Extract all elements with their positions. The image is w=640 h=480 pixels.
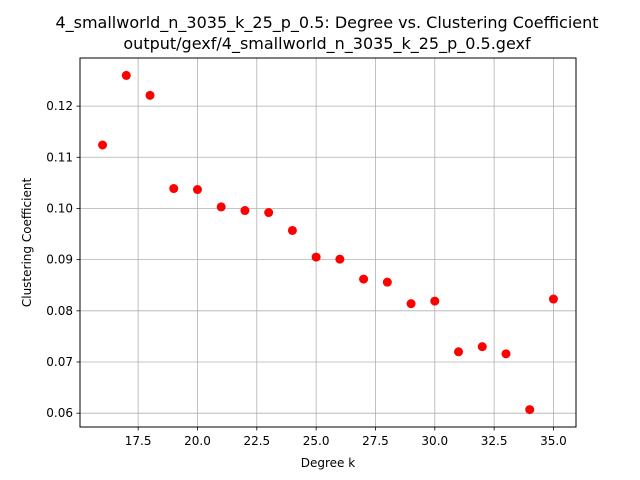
x-tick-label: 20.0 [184,434,211,448]
y-tick-label: 0.11 [46,150,73,164]
data-point [240,206,250,216]
data-point [335,254,345,264]
data-point [548,294,558,304]
y-axis-label: Clustering Coefficient [20,178,34,308]
y-tick-label: 0.12 [46,99,73,113]
y-tick-label: 0.08 [46,304,73,318]
chart-subtitle: output/gexf/4_smallworld_n_3035_k_25_p_0… [123,34,531,54]
plot-frame [79,57,577,428]
x-tick-label: 35.0 [540,434,567,448]
x-tick-label: 17.5 [125,434,152,448]
y-tick-label: 0.07 [46,355,73,369]
x-axis-label: Degree k [301,456,355,470]
data-point [501,349,511,359]
data-point [169,184,179,194]
chart-title: 4_smallworld_n_3035_k_25_p_0.5: Degree v… [55,13,598,33]
x-tick-label: 27.5 [362,434,389,448]
data-point [121,70,131,80]
data-point [287,225,297,235]
grid [80,58,576,427]
data-point [264,208,274,218]
data-point [145,90,155,100]
y-tick-label: 0.10 [46,201,73,215]
data-point [359,274,369,284]
data-point [477,342,487,352]
x-tick-label: 22.5 [243,434,270,448]
x-axis-ticks: 17.5 20.0 22.5 25.0 27.5 30.0 32.5 35.0 [125,427,567,448]
y-axis-ticks: 0.06 0.07 0.08 0.09 0.10 0.11 0.12 [46,99,80,420]
data-point [98,140,108,150]
data-point [525,405,535,415]
x-tick-label: 25.0 [303,434,330,448]
data-point [311,252,321,262]
x-tick-label: 32.5 [481,434,508,448]
data-point [216,202,226,212]
data-point [382,277,392,287]
data-point [406,299,416,309]
y-tick-label: 0.06 [46,406,73,420]
data-point [430,296,440,306]
data-point [192,185,202,195]
data-point [454,347,464,357]
y-tick-label: 0.09 [46,253,73,267]
data-points [98,70,558,415]
x-tick-label: 30.0 [421,434,448,448]
